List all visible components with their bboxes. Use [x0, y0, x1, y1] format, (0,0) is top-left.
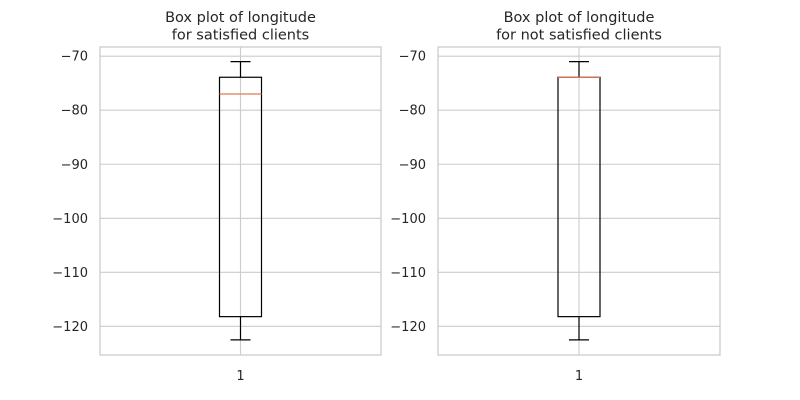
- chart-title-line: Box plot of longitude: [504, 10, 655, 26]
- y-tick-label: −110: [52, 266, 88, 281]
- y-tick-label: −100: [390, 212, 426, 227]
- y-tick-label: −80: [61, 104, 88, 119]
- left-box-plot-panel: −70 −80 −90 −100 −110 −120 1 Box plot of longit…: [52, 10, 382, 384]
- x-tick-label: 1: [236, 369, 244, 384]
- y-tick-label: −110: [390, 266, 426, 281]
- right-box-plot-panel: −70 −80 −90 −100 −110 −120 1 Box plot of longit…: [390, 10, 721, 384]
- y-tick-label: −90: [399, 158, 426, 173]
- chart-title-line: Box plot of longitude: [165, 10, 316, 26]
- y-tick-label: −80: [399, 104, 426, 119]
- chart-title-line: for not satisfied clients: [496, 28, 662, 44]
- iqr-box: [218, 76, 263, 318]
- x-tick-label: 1: [575, 369, 583, 384]
- y-tick-label: −90: [61, 158, 88, 173]
- chart-title-line: for satisfied clients: [172, 28, 310, 44]
- y-tick-label: −100: [52, 212, 88, 227]
- y-tick-label: −120: [390, 320, 426, 335]
- y-tick-label: −70: [61, 50, 88, 65]
- axes-frame: [99, 46, 382, 356]
- y-tick-label: −120: [52, 320, 88, 335]
- chart-title: Box plot of longitude for not satisfied c…: [496, 10, 662, 44]
- y-tick-label: −70: [399, 50, 426, 65]
- axes-frame: [437, 46, 721, 356]
- chart-title: Box plot of longitude for satisfied clien…: [165, 10, 316, 44]
